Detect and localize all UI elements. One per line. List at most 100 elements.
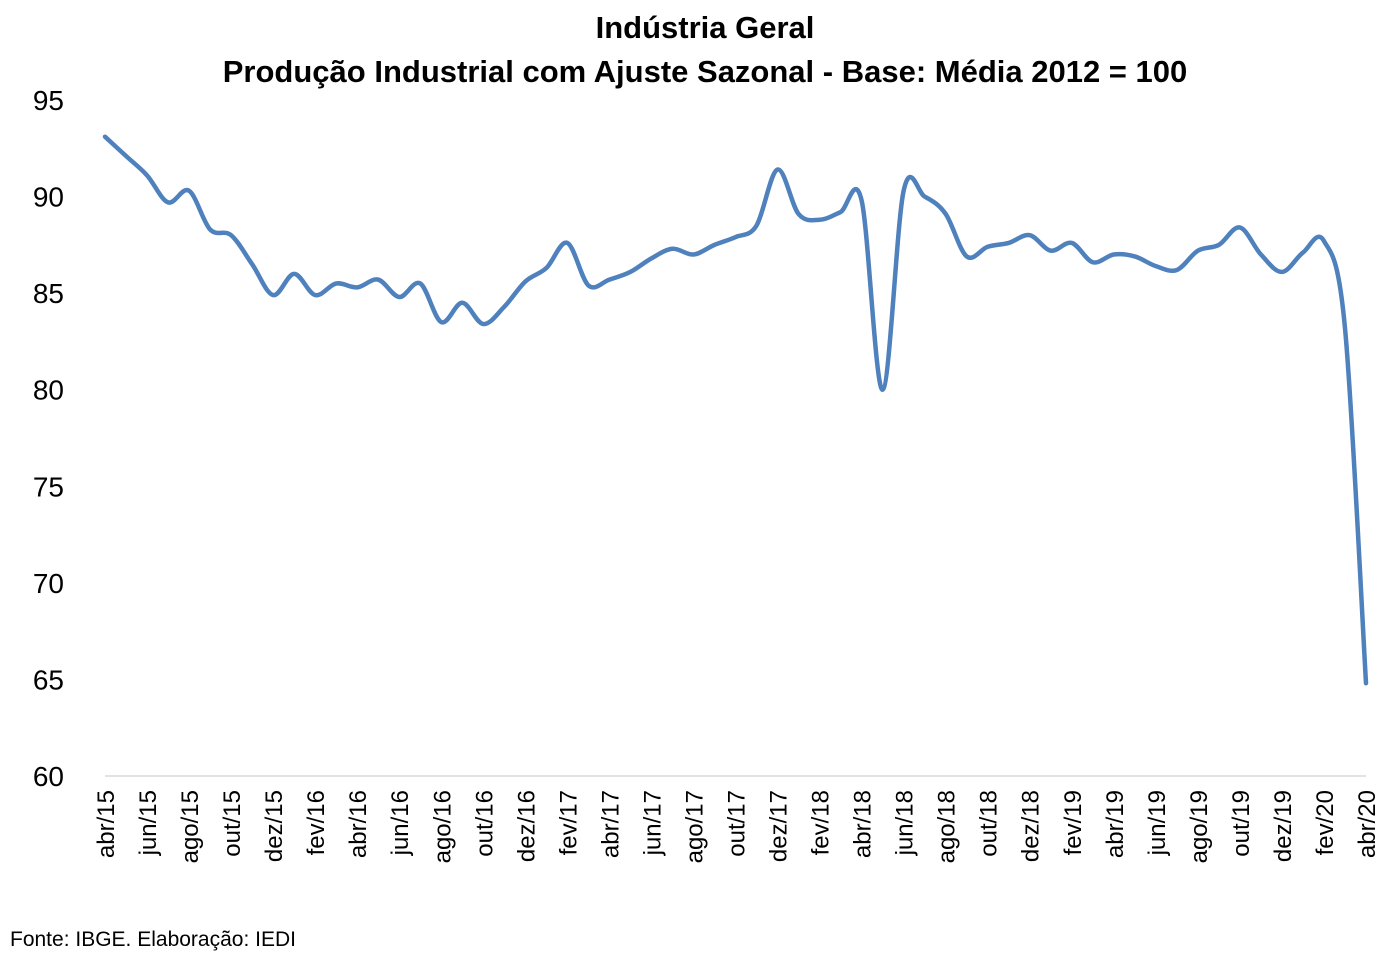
x-tick-label: dez/15 bbox=[261, 790, 288, 862]
data-point bbox=[417, 280, 423, 286]
x-tick-label: ago/16 bbox=[429, 790, 456, 863]
data-point bbox=[522, 279, 528, 285]
x-tick-label: out/17 bbox=[724, 790, 751, 857]
data-point bbox=[1363, 680, 1369, 686]
data-point bbox=[754, 223, 760, 229]
data-point bbox=[711, 242, 717, 248]
data-point bbox=[1153, 263, 1159, 269]
data-point bbox=[690, 252, 696, 258]
data-point bbox=[354, 284, 360, 290]
data-point bbox=[1132, 253, 1138, 259]
y-axis: 60 65 70 75 80 85 90 95 bbox=[33, 85, 64, 792]
data-point bbox=[1279, 269, 1285, 275]
x-tick-label: abr/16 bbox=[345, 790, 372, 858]
data-point bbox=[922, 194, 928, 200]
y-tick-label: 70 bbox=[33, 568, 64, 599]
x-tick-label: fev/18 bbox=[808, 790, 835, 855]
data-point bbox=[1216, 242, 1222, 248]
x-tick-label: abr/15 bbox=[93, 790, 120, 858]
data-point bbox=[585, 282, 591, 288]
y-tick-label: 80 bbox=[33, 375, 64, 406]
y-tick-label: 75 bbox=[33, 471, 64, 502]
data-point bbox=[880, 387, 886, 393]
data-point bbox=[228, 232, 234, 238]
data-point bbox=[838, 209, 844, 215]
x-tick-label: dez/16 bbox=[513, 790, 540, 862]
x-tick-label: fev/19 bbox=[1060, 790, 1087, 855]
x-tick-label: out/15 bbox=[219, 790, 246, 857]
data-point bbox=[985, 244, 991, 250]
x-tick-label: jun/15 bbox=[135, 790, 162, 856]
data-point bbox=[1258, 252, 1264, 258]
data-point bbox=[333, 280, 339, 286]
data-point bbox=[796, 211, 802, 217]
series-layer bbox=[102, 134, 1369, 686]
data-point bbox=[669, 246, 675, 252]
x-tick-label: abr/20 bbox=[1354, 790, 1381, 858]
x-tick-label: abr/17 bbox=[597, 790, 624, 858]
x-tick-label: jun/17 bbox=[639, 790, 666, 856]
data-point bbox=[901, 188, 907, 194]
data-point bbox=[1111, 252, 1117, 258]
x-tick-label: fev/17 bbox=[555, 790, 582, 855]
y-tick-label: 85 bbox=[33, 278, 64, 309]
y-tick-label: 65 bbox=[33, 664, 64, 695]
data-point bbox=[1069, 240, 1075, 246]
x-tick-label: dez/18 bbox=[1018, 790, 1045, 862]
x-tick-label: fev/20 bbox=[1312, 790, 1339, 855]
data-point bbox=[438, 319, 444, 325]
data-point bbox=[1027, 232, 1033, 238]
data-point bbox=[817, 217, 823, 223]
x-tick-label: ago/19 bbox=[1186, 790, 1213, 863]
x-tick-label: jun/18 bbox=[892, 790, 919, 856]
x-tick-label: fev/16 bbox=[303, 790, 330, 855]
data-point bbox=[501, 304, 507, 310]
x-tick-label: ago/15 bbox=[177, 790, 204, 863]
x-tick-label: abr/19 bbox=[1102, 790, 1129, 858]
data-point bbox=[207, 226, 213, 232]
data-point bbox=[543, 265, 549, 271]
x-tick-label: dez/19 bbox=[1270, 790, 1297, 862]
data-point bbox=[1174, 267, 1180, 273]
data-point bbox=[943, 211, 949, 217]
data-point bbox=[1195, 248, 1201, 254]
y-tick-label: 60 bbox=[33, 761, 64, 792]
data-point bbox=[459, 300, 465, 306]
data-point bbox=[291, 271, 297, 277]
chart-title-block: Indústria Geral Produção Industrial com … bbox=[0, 6, 1397, 94]
data-point bbox=[606, 277, 612, 283]
data-point bbox=[775, 167, 781, 173]
data-point bbox=[102, 134, 108, 140]
x-tick-label: jun/19 bbox=[1144, 790, 1171, 856]
x-tick-label: jun/16 bbox=[387, 790, 414, 856]
data-point bbox=[1006, 240, 1012, 246]
data-point bbox=[396, 294, 402, 300]
data-point bbox=[1048, 248, 1054, 254]
data-point bbox=[165, 199, 171, 205]
x-axis: abr/15 jun/15 ago/15 out/15 dez/15 fev/16 abr/… bbox=[93, 775, 1381, 863]
data-point bbox=[1090, 259, 1096, 265]
data-point bbox=[964, 253, 970, 259]
data-point bbox=[270, 292, 276, 298]
x-tick-label: abr/18 bbox=[850, 790, 877, 858]
data-point bbox=[648, 255, 654, 261]
data-point bbox=[564, 240, 570, 246]
x-tick-label: ago/17 bbox=[681, 790, 708, 863]
y-tick-label: 95 bbox=[33, 85, 64, 116]
data-point bbox=[375, 277, 381, 283]
y-tick-label: 90 bbox=[33, 182, 64, 213]
data-point bbox=[312, 292, 318, 298]
x-tick-label: out/19 bbox=[1228, 790, 1255, 857]
chart-title: Indústria Geral bbox=[595, 10, 815, 45]
data-point bbox=[249, 261, 255, 267]
data-point bbox=[733, 234, 739, 240]
chart-subtitle: Produção Industrial com Ajuste Sazonal -… bbox=[222, 54, 1188, 89]
data-point bbox=[1237, 224, 1243, 230]
data-point bbox=[480, 321, 486, 327]
x-tick-label: ago/18 bbox=[934, 790, 961, 863]
source-note: Fonte: IBGE. Elaboração: IEDI bbox=[10, 928, 296, 951]
data-point bbox=[1321, 238, 1327, 244]
data-point bbox=[627, 269, 633, 275]
x-tick-label: out/16 bbox=[471, 790, 498, 857]
